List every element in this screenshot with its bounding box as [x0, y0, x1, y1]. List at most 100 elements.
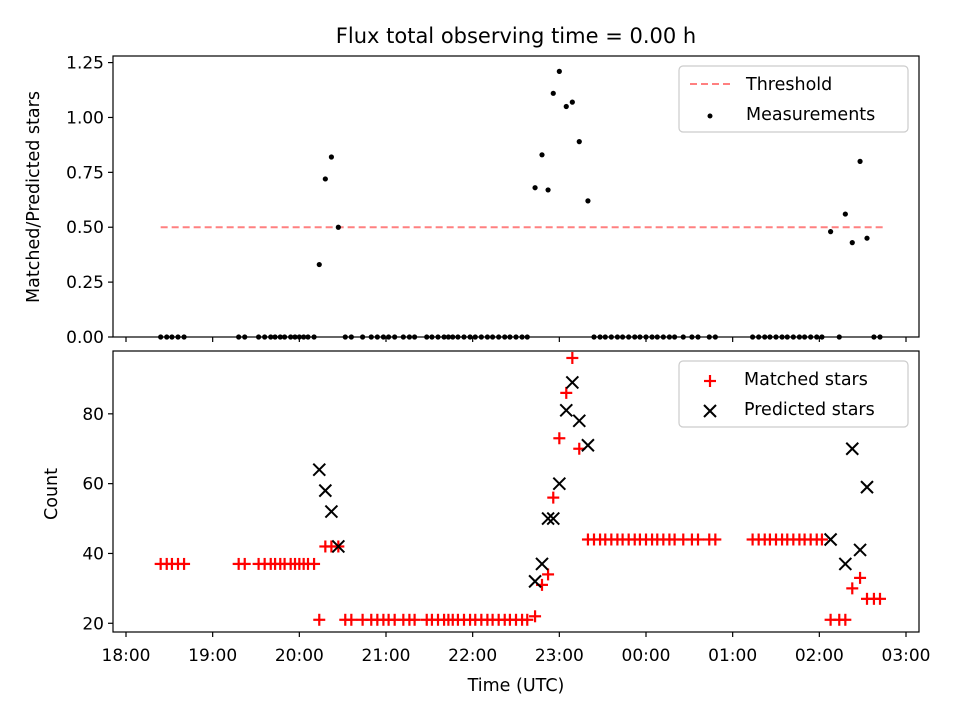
bottom-y-ticks: 20 40 60 80: [82, 405, 113, 634]
legend-predicted-swatch: [703, 404, 717, 418]
top-y-tick-label: 0.00: [66, 328, 104, 348]
top-plot-frame: [112, 55, 920, 338]
bottom-plot-frame: [112, 350, 920, 633]
matched-point: [709, 533, 722, 546]
measurement-point: [322, 176, 328, 182]
measurement-point: [316, 261, 322, 268]
bottom-plot: 20 40 60 80 18:00 19:00 20:00 21:00 22:00 23:00 0…: [82, 350, 931, 666]
matched-point: [815, 533, 828, 546]
measurement-point: [849, 240, 855, 246]
measurement-point: [857, 158, 863, 164]
measurement-point: [585, 198, 591, 204]
measurement-point: [545, 187, 551, 193]
matched-point: [542, 568, 555, 581]
x-tick-label: 02:00: [795, 646, 844, 666]
bottom-legend-box: [678, 360, 909, 428]
top-y-tick-label: 1.00: [66, 108, 104, 128]
predicted-point: [312, 462, 326, 477]
x-tick-label: 01:00: [708, 646, 757, 666]
x-tick-label: 22:00: [448, 646, 497, 666]
matched-point: [547, 491, 560, 504]
matched-point: [529, 610, 542, 623]
predicted-point: [552, 476, 567, 491]
x-tick-label: 21:00: [362, 646, 411, 666]
predicted-point: [845, 442, 859, 456]
measurement-point: [335, 224, 341, 230]
top-y-axis-label: Matched/Predicted stars: [24, 91, 44, 303]
bottom-x-ticks: 18:00 19:00 20:00 21:00 22:00 23:00 00:00 01:00…: [102, 632, 931, 666]
measurement-point: [864, 235, 870, 241]
predicted-point: [535, 557, 549, 571]
measurement-point: [532, 185, 538, 191]
measurement-point: [550, 90, 556, 96]
predicted-point: [838, 557, 853, 571]
predicted-point: [559, 403, 573, 418]
matched-point: [345, 613, 358, 626]
matched-point: [313, 613, 326, 626]
legend-threshold-label: Threshold: [745, 75, 832, 95]
legend-measurements-swatch: [707, 113, 713, 119]
matched-point: [238, 557, 251, 570]
predicted-point: [318, 483, 333, 498]
top-chart-title: Flux total observing time = 0.00 h: [336, 24, 696, 48]
matched-point: [308, 557, 321, 570]
legend-predicted-label: Predicted stars: [744, 400, 875, 420]
matched-point: [553, 432, 566, 445]
predicted-point: [546, 511, 560, 526]
matched-point: [839, 613, 852, 626]
measurement-point: [328, 154, 334, 160]
measurement-point: [539, 152, 545, 158]
legend-matched-label: Matched stars: [744, 370, 868, 390]
measurement-point: [569, 99, 575, 105]
x-axis-label: Time (UTC): [467, 676, 565, 696]
predicted-point: [324, 504, 339, 519]
predicted-point: [331, 539, 346, 554]
bottom-y-axis-label: Count: [42, 468, 62, 520]
matched-point: [408, 613, 421, 626]
matched-point: [854, 571, 867, 584]
x-tick-label: 20:00: [275, 646, 324, 666]
matched-point: [874, 592, 886, 605]
top-y-tick-label: 0.25: [66, 273, 104, 293]
predicted-point: [853, 543, 867, 557]
measurement-point: [576, 139, 582, 145]
top-legend: Threshold Measurements: [678, 65, 909, 133]
measurement-point: [828, 229, 834, 235]
legend-matched-swatch: [704, 375, 716, 387]
matched-point: [692, 533, 704, 546]
top-legend-box: [678, 65, 909, 133]
bottom-y-tick-label: 80: [82, 405, 104, 425]
bottom-y-tick-label: 40: [82, 544, 104, 564]
bottom-y-tick-label: 60: [82, 475, 104, 495]
predicted-point: [860, 480, 874, 494]
matched-point: [178, 557, 191, 570]
measurement-point: [563, 103, 569, 110]
matched-point: [846, 582, 859, 595]
bottom-legend: Matched stars Predicted stars: [678, 360, 909, 428]
predicted-point: [528, 574, 542, 589]
x-tick-label: 00:00: [622, 646, 671, 666]
measurement-point: [556, 68, 562, 74]
matched-point: [560, 386, 573, 399]
predicted-point: [823, 532, 838, 547]
top-y-tick-label: 1.25: [66, 54, 104, 74]
measurement-point: [842, 211, 848, 217]
x-tick-label: 23:00: [535, 646, 584, 666]
matched-point: [521, 613, 534, 626]
x-tick-label: 19:00: [188, 646, 237, 666]
predicted-point: [572, 414, 586, 428]
predicted-point: [565, 375, 580, 390]
matched-point: [566, 351, 579, 364]
x-tick-label: 03:00: [882, 646, 931, 666]
top-y-tick-label: 0.50: [66, 218, 104, 238]
bottom-y-tick-label: 20: [82, 614, 104, 634]
top-plot: 0.00 0.25 0.50 0.75 1.00 1.25 Threshold Measu…: [66, 54, 920, 348]
predicted-point: [541, 511, 555, 526]
predicted-point: [581, 438, 595, 452]
top-y-tick-label: 0.75: [66, 163, 104, 183]
bottom-plot-marks: [154, 351, 886, 626]
legend-measurements-label: Measurements: [746, 105, 875, 125]
top-y-ticks: 0.00 0.25 0.50 0.75 1.00 1.25: [66, 54, 113, 348]
x-tick-label: 18:00: [102, 646, 151, 666]
